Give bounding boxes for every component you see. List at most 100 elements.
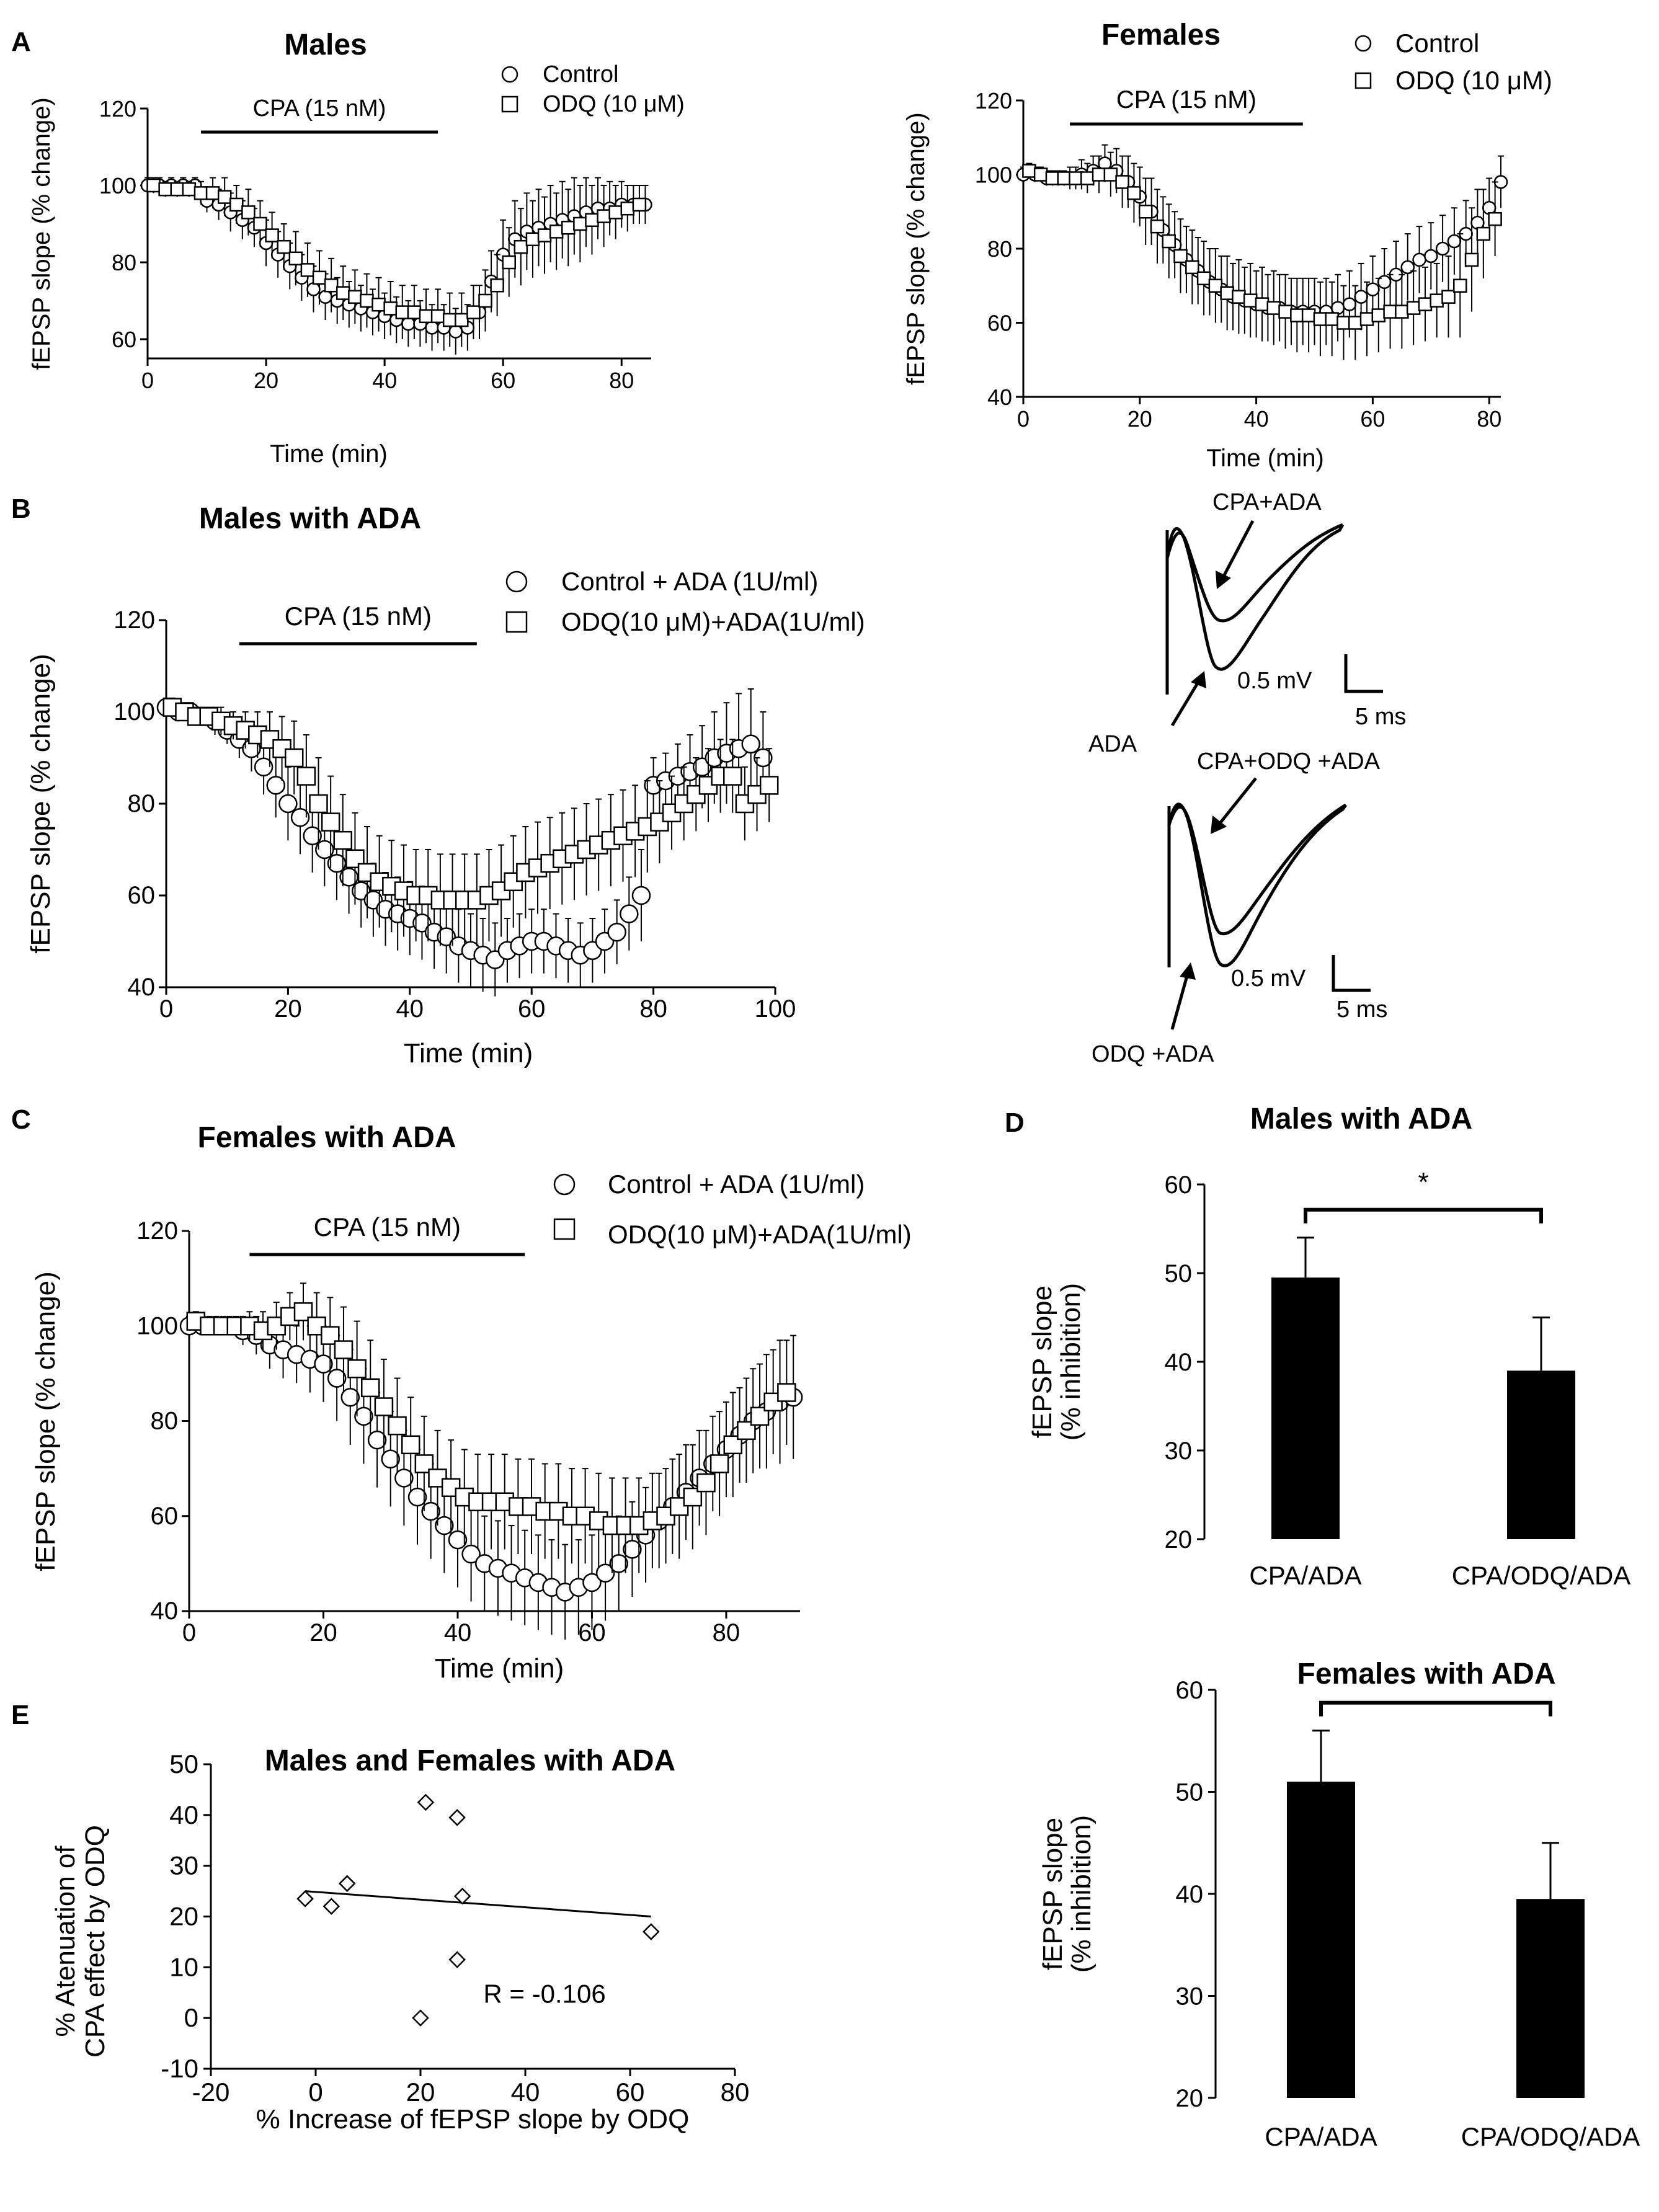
y-tick-label: 40 [151,1597,179,1625]
data-point [266,776,286,795]
panel-letter-a: A [11,27,31,57]
trace-group-top [1165,523,1345,695]
y-axis-label: fEPSP slope(% inhibition) [1038,1815,1096,1973]
data-point [502,255,516,270]
data-point [709,1454,729,1473]
data-point [336,286,350,300]
x-axis-label: Time (min) [270,440,388,468]
data-point [1488,211,1502,226]
x-tick-label: 80 [639,995,667,1023]
epsp-traces [1165,520,1383,1030]
data-point [334,1340,354,1359]
arrow-cpa-ada [1220,520,1255,581]
panel-letter-c: C [11,1104,31,1135]
x-tick-label: 80 [609,368,634,393]
drug-bar-label: CPA (15 nM) [314,1212,461,1241]
data-point [490,278,504,293]
data-point [170,182,185,197]
data-point [360,293,374,308]
data-point [361,1378,380,1398]
legend-label: Control + ADA (1U/ml) [561,567,818,596]
y-tick-label: 40 [128,974,156,1001]
data-point [1150,219,1165,234]
arrowhead-cpa-odq-ada [1211,815,1227,834]
data-point [442,313,457,327]
x-tick-label: 40 [444,1619,472,1646]
trace-scale-ms-top: 5 ms [1355,704,1406,730]
data-point [1418,297,1433,311]
y-tick-label: 60 [128,882,156,909]
x-tick-label: 20 [309,1619,337,1646]
y-tick-label: 120 [975,88,1012,113]
x-tick-label: -20 [192,2077,230,2107]
data-point [1255,297,1270,311]
drug-bar-label: CPA (15 nM) [1116,86,1256,113]
data-point [290,807,310,827]
data-point [1185,260,1199,275]
y-tick-label: 80 [128,790,156,817]
data-point [582,1573,602,1592]
y-tick-label: 40 [1176,1881,1204,1908]
y-tick-label: 60 [151,1503,179,1530]
data-point [205,186,220,200]
data-point [229,197,244,212]
data-point [401,1435,420,1455]
trace-odq-ada [1167,802,1348,967]
data-point [466,305,481,319]
data-point [1069,171,1083,185]
data-point [253,216,267,231]
data-point [696,1473,716,1493]
data-point [338,1875,356,1893]
data-point [371,297,386,312]
y-tick-label: 40 [987,384,1012,410]
panel-letter-b: B [11,494,31,524]
x-tick-label: 20 [274,995,302,1023]
data-point [333,830,353,850]
data-point [537,228,552,242]
y-tick-label: 50 [1165,1260,1193,1287]
y-tick-label: 40 [169,1800,198,1829]
data-point [1359,312,1374,326]
category-label: CPA/ODQ/ADA [1452,1561,1631,1590]
y-tick-label: 60 [1165,1171,1193,1199]
arrowhead-odq-ada [1180,962,1196,980]
data-point [609,1554,628,1573]
x-tick-label: 40 [1244,406,1269,432]
data-point [1115,175,1129,189]
x-tick-label: 60 [1360,406,1385,432]
data-point [417,1793,435,1811]
y-tick-label: 120 [113,606,155,634]
data-point [425,321,439,335]
regression-line [305,1890,651,1917]
x-tick-label: 0 [182,1619,196,1646]
trace-scale-ms-bottom: 5 ms [1337,997,1387,1023]
data-point [1430,293,1444,308]
chart-title: Males with ADA [1250,1103,1472,1135]
x-tick-label: 80 [713,1619,741,1646]
series-odq [1022,151,1502,360]
y-axis-label: % Atenuation ofCPA effect by ODQ [50,1825,110,2058]
legend-marker-odq [501,95,518,113]
chart-title: Males with ADA [199,502,421,535]
chart-title: Females with ADA [198,1121,456,1154]
chart-title: Males and Females with ADA [265,1744,675,1777]
data-point [300,263,315,277]
series-odq [186,1282,796,1573]
arrowhead-cpa-ada [1216,571,1231,589]
y-tick-label: 50 [1176,1779,1204,1806]
drug-bar-label: CPA (15 nM) [253,95,386,122]
data-point [478,293,492,308]
y-tick-label: 30 [1176,1983,1204,2010]
data-point [453,1887,471,1905]
data-point [1395,304,1409,319]
arrow-odq-ada [1170,973,1190,1030]
data-point [620,904,639,923]
x-axis-label: Time (min) [1206,445,1324,472]
data-point [1243,293,1258,308]
data-point [401,316,416,331]
data-point [1220,286,1234,300]
bar [1271,1277,1340,1539]
data-point [381,1449,400,1469]
data-point [1290,308,1304,322]
